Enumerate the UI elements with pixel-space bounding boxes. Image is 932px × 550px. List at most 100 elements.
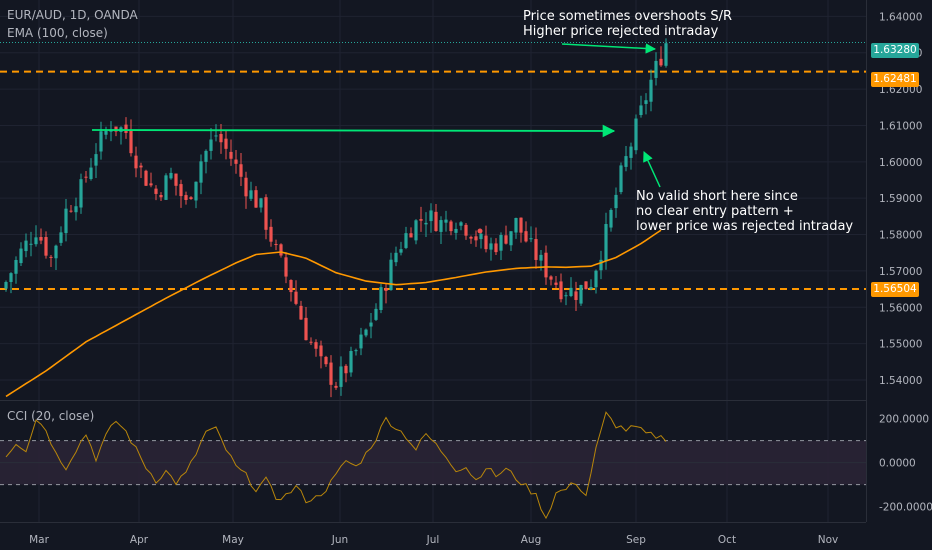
candle-body [424, 222, 428, 225]
candle [284, 252, 288, 284]
candle [334, 381, 338, 390]
candles [4, 38, 668, 398]
candle [459, 221, 463, 231]
annotation-overshoot: Price sometimes overshoots S/R [523, 9, 733, 24]
candle [359, 327, 363, 356]
price-tick-label: 1.54000 [879, 375, 922, 387]
cci-tick-label: -200.0000 [879, 502, 932, 514]
candle-body [44, 237, 48, 256]
candle-body [584, 281, 588, 290]
ema-path [5, 229, 662, 398]
candle-body [569, 287, 573, 296]
cci-tick-label: 200.0000 [879, 414, 929, 426]
candle [649, 69, 653, 112]
time-tick-label: May [222, 534, 244, 546]
candle-body [579, 284, 583, 304]
candle [384, 283, 388, 304]
candle [339, 356, 343, 396]
candle-body [294, 291, 298, 304]
candle-body [554, 282, 558, 285]
candle-body [204, 150, 208, 162]
candle [144, 169, 148, 187]
candle-body [449, 221, 453, 232]
candle-body [339, 366, 343, 387]
candle-body [24, 240, 28, 252]
candle [644, 93, 648, 115]
candle-body [399, 249, 403, 253]
candle [444, 210, 448, 232]
candle [219, 123, 223, 154]
candle-body [614, 194, 618, 209]
candle-body [429, 210, 433, 222]
candle-body [634, 118, 638, 151]
candle-body [144, 170, 148, 186]
candle-body [504, 235, 508, 244]
cci-legend: CCI (20, close) [7, 409, 95, 423]
candle-body [9, 273, 13, 282]
candle [594, 269, 598, 294]
candle-body [189, 197, 193, 200]
candle [179, 179, 183, 208]
candle-body [179, 184, 183, 197]
candle-body [514, 218, 518, 233]
candle [314, 339, 318, 357]
candle-body [434, 211, 438, 231]
candle [319, 340, 323, 369]
candle-body [274, 244, 278, 246]
candle-body [509, 231, 513, 246]
candle-body [404, 233, 408, 248]
candle [474, 230, 478, 247]
candle-body [104, 130, 108, 135]
candle-body [654, 60, 658, 78]
candle-body [314, 342, 318, 349]
candle-body [239, 164, 243, 177]
candle-body [209, 139, 213, 151]
candle [609, 208, 613, 232]
candle [419, 206, 423, 232]
candle [39, 228, 43, 245]
candle-body [124, 124, 128, 133]
candle [19, 242, 23, 267]
candle-body [289, 280, 293, 293]
candle-body [389, 259, 393, 291]
candle-body [249, 190, 253, 199]
candle-body [214, 135, 218, 137]
candle-body [199, 161, 203, 183]
candle-body [549, 276, 553, 280]
candle [394, 246, 398, 267]
candle-body [229, 151, 233, 159]
candle [574, 281, 578, 312]
candle [229, 139, 233, 166]
candle-body [329, 362, 333, 385]
candle [189, 196, 193, 200]
cci-band [0, 440, 866, 486]
candle [124, 117, 128, 139]
time-tick-label: Apr [130, 534, 149, 546]
candle-body [524, 231, 528, 242]
candle-body [444, 219, 448, 223]
candle-body [64, 208, 68, 234]
candle-body [174, 173, 178, 186]
price-tick-label: 1.56000 [879, 302, 922, 314]
candle-body [139, 165, 143, 168]
candle-body [269, 226, 273, 242]
time-tick-label: Jun [331, 534, 348, 546]
candle-body [304, 317, 308, 341]
candle [374, 303, 378, 321]
candle [554, 275, 558, 288]
candle [104, 126, 108, 140]
candle [349, 346, 353, 377]
candle [204, 149, 208, 174]
arrow-horizontal-resistance [91, 124, 616, 138]
candle [484, 225, 488, 253]
candle-body [164, 175, 168, 200]
candle-body [369, 322, 373, 327]
candle [199, 154, 203, 195]
candle [259, 197, 263, 213]
candle [29, 231, 33, 257]
candle-body [604, 224, 608, 262]
candle-body [539, 254, 543, 261]
candle-body [39, 236, 43, 241]
candle-body [589, 287, 593, 289]
